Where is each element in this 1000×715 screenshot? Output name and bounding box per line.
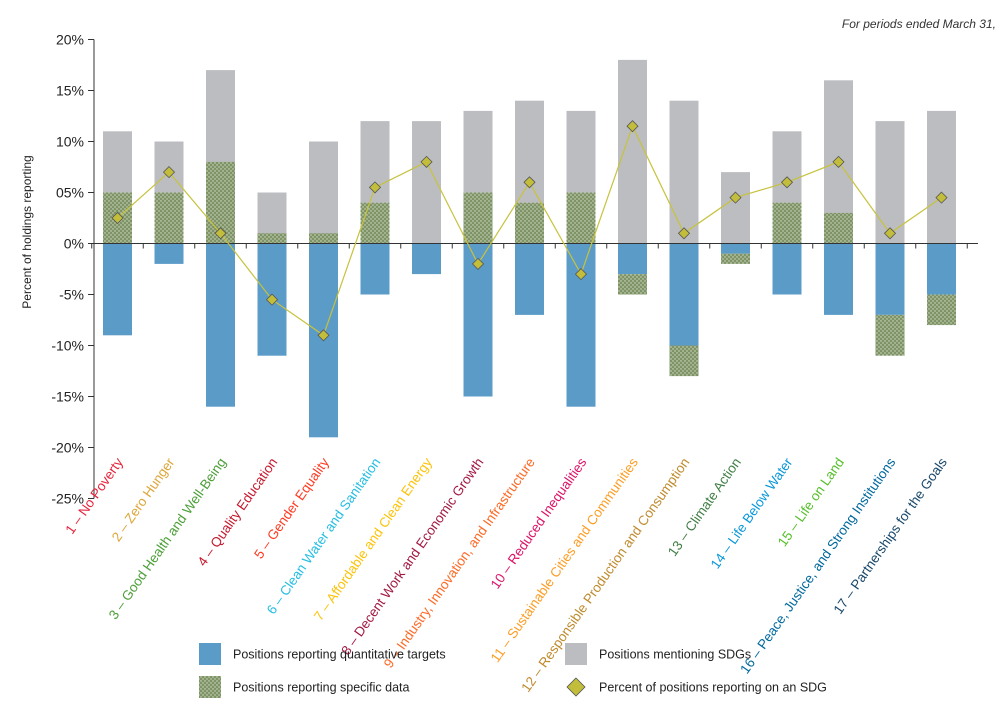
bar-specific-data bbox=[772, 202, 802, 244]
sdg-point bbox=[265, 293, 279, 306]
category-label: 10 – Reduced Inequalities bbox=[488, 455, 590, 592]
sdg-point bbox=[626, 120, 639, 133]
y-axis: 20% 15% 10% 05% 0% -5% -10% -15% -20% -25% bbox=[51, 32, 95, 507]
bar-specific-data-negative bbox=[875, 314, 905, 356]
bar-quantitative-targets bbox=[566, 243, 596, 407]
y-tick-label: 05% bbox=[56, 185, 84, 201]
y-tick-label: 15% bbox=[56, 83, 84, 99]
y-tick-label: -25% bbox=[51, 491, 84, 507]
y-tick-label: -15% bbox=[51, 389, 84, 405]
bar-specific-data-negative bbox=[618, 274, 647, 295]
bar-mentioning-sdgs bbox=[875, 121, 905, 244]
bar-specific-data bbox=[257, 233, 287, 244]
bar-specific-data bbox=[360, 202, 390, 244]
sdg-point bbox=[832, 155, 845, 168]
y-tick-label: -20% bbox=[51, 440, 84, 456]
bar-specific-data bbox=[463, 192, 493, 244]
y-tick-label: -10% bbox=[51, 338, 84, 354]
sdg-point bbox=[935, 191, 948, 204]
legend-label: Positions reporting quantitative targets bbox=[233, 648, 446, 662]
legend: Positions reporting quantitative targets… bbox=[199, 643, 827, 698]
bar-quantitative-targets bbox=[669, 243, 699, 346]
bar-quantitative-targets bbox=[206, 243, 235, 407]
y-tick-label: 0% bbox=[64, 236, 84, 252]
bar-quantitative-targets bbox=[927, 243, 956, 295]
y-tick-label: 10% bbox=[56, 134, 84, 150]
sdg-point bbox=[368, 181, 382, 194]
sdg-point bbox=[780, 176, 794, 189]
sdg-point bbox=[420, 155, 433, 168]
sdg-trend-series bbox=[111, 120, 948, 342]
legend-swatch bbox=[199, 676, 221, 698]
bar-mentioning-sdgs bbox=[721, 172, 750, 244]
legend-swatch bbox=[566, 677, 586, 697]
bar-quantitative-targets bbox=[412, 243, 441, 275]
x-axis bbox=[91, 243, 978, 249]
bar-specific-data-negative bbox=[721, 253, 750, 264]
sdg-point bbox=[162, 166, 176, 179]
legend-item: Positions mentioning SDGs bbox=[565, 643, 751, 665]
sdg-point bbox=[111, 211, 124, 225]
bar-quantitative-targets bbox=[154, 243, 184, 264]
bar-mentioning-sdgs bbox=[669, 100, 699, 244]
bar-quantitative-targets bbox=[103, 243, 132, 336]
legend-label: Positions mentioning SDGs bbox=[599, 648, 751, 662]
legend-label: Positions reporting specific data bbox=[233, 681, 410, 695]
bar-quantitative-targets bbox=[875, 243, 905, 315]
y-tick-label: 20% bbox=[56, 32, 84, 48]
legend-label: Percent of positions reporting on an SDG bbox=[599, 681, 827, 695]
legend-item: Percent of positions reporting on an SDG bbox=[566, 677, 827, 697]
bar-quantitative-targets bbox=[824, 243, 853, 315]
legend-swatch bbox=[565, 643, 587, 665]
bar-quantitative-targets bbox=[360, 243, 390, 295]
bar-specific-data bbox=[154, 192, 184, 244]
bars bbox=[103, 59, 956, 438]
y-tick-label: -5% bbox=[59, 287, 84, 303]
category-label: 17 – Partnerships for the Goals bbox=[830, 455, 950, 617]
bar-specific-data bbox=[309, 233, 338, 244]
bar-specific-data bbox=[824, 212, 853, 244]
bar-specific-data bbox=[566, 192, 596, 244]
sdg-point bbox=[729, 191, 742, 204]
bar-mentioning-sdgs bbox=[618, 59, 647, 244]
bar-specific-data bbox=[515, 202, 544, 244]
bar-quantitative-targets bbox=[515, 243, 544, 315]
sdg-point bbox=[677, 227, 691, 240]
bar-quantitative-targets bbox=[772, 243, 802, 295]
sdg-point bbox=[317, 329, 330, 342]
bar-quantitative-targets bbox=[618, 243, 647, 275]
sdg-point bbox=[471, 257, 485, 270]
bar-mentioning-sdgs bbox=[927, 110, 956, 244]
bar-specific-data-negative bbox=[927, 294, 956, 326]
bar-specific-data-negative bbox=[669, 345, 699, 377]
legend-swatch bbox=[199, 643, 221, 665]
sdg-point bbox=[883, 227, 897, 240]
sdg-point bbox=[523, 176, 536, 189]
bar-quantitative-targets bbox=[721, 243, 750, 254]
bar-mentioning-sdgs bbox=[309, 141, 338, 244]
y-axis-label: Percent of holdings reporting bbox=[20, 155, 34, 308]
period-note: For periods ended March 31, bbox=[842, 17, 996, 31]
legend-item: Positions reporting specific data bbox=[199, 676, 410, 698]
legend-item: Positions reporting quantitative targets bbox=[199, 643, 446, 665]
sdg-point bbox=[214, 227, 227, 240]
sdg-point bbox=[574, 268, 588, 281]
